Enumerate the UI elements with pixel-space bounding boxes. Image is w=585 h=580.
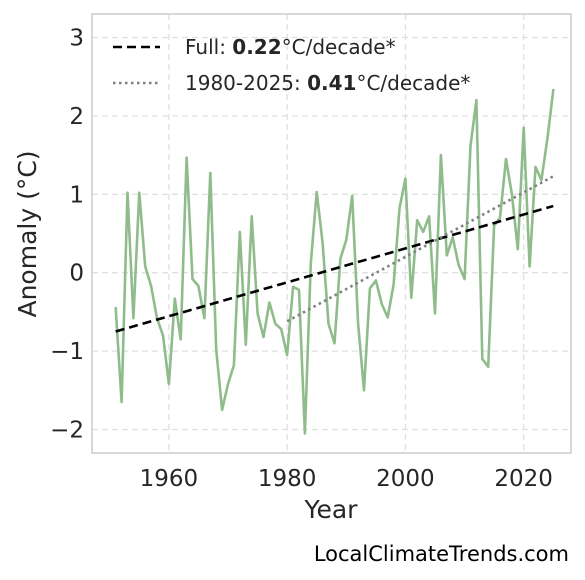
x-tick-label: 1980 <box>258 466 317 492</box>
y-tick-label: 2 <box>69 104 84 130</box>
series-layer <box>114 88 555 435</box>
trend-line-1980-2025 <box>286 175 554 323</box>
y-tick-label: 3 <box>69 26 84 52</box>
trend-line-full <box>115 204 554 333</box>
x-tick-label: 2020 <box>494 466 553 492</box>
y-tick-label: −1 <box>50 339 84 365</box>
y-axis-title: Anomaly (°C) <box>13 150 42 317</box>
x-tick-label: 2000 <box>376 466 435 492</box>
trend-layer <box>115 175 554 333</box>
legend-label-value: 0.22 <box>232 35 281 59</box>
plot-frame <box>91 13 572 454</box>
y-tick-label: 0 <box>69 261 84 287</box>
y-tick-label: −2 <box>50 417 84 443</box>
legend-label-suffix: °C/decade* <box>356 71 470 95</box>
x-axis-title: Year <box>304 495 359 524</box>
legend-label-prefix: Full: <box>185 35 232 59</box>
legend: Full: 0.22°C/decade*1980-2025: 0.41°C/de… <box>113 35 470 95</box>
y-tick-labels: −2 −1 0 1 2 3 <box>50 26 84 444</box>
legend-label-value: 0.41 <box>307 71 356 95</box>
watermark-text: LocalClimateTrends.com <box>314 542 569 566</box>
y-tick-label: 1 <box>69 182 84 208</box>
anomaly-series-line <box>114 88 555 435</box>
x-tick-label: 1960 <box>140 466 199 492</box>
legend-label: 1980-2025: 0.41°C/decade* <box>185 71 470 95</box>
plot-background <box>92 14 571 453</box>
x-tick-labels: 1960 1980 2000 2020 <box>140 466 553 492</box>
legend-label-prefix: 1980-2025: <box>185 71 307 95</box>
legend-label-suffix: °C/decade* <box>282 35 396 59</box>
legend-label: Full: 0.22°C/decade* <box>185 35 396 59</box>
